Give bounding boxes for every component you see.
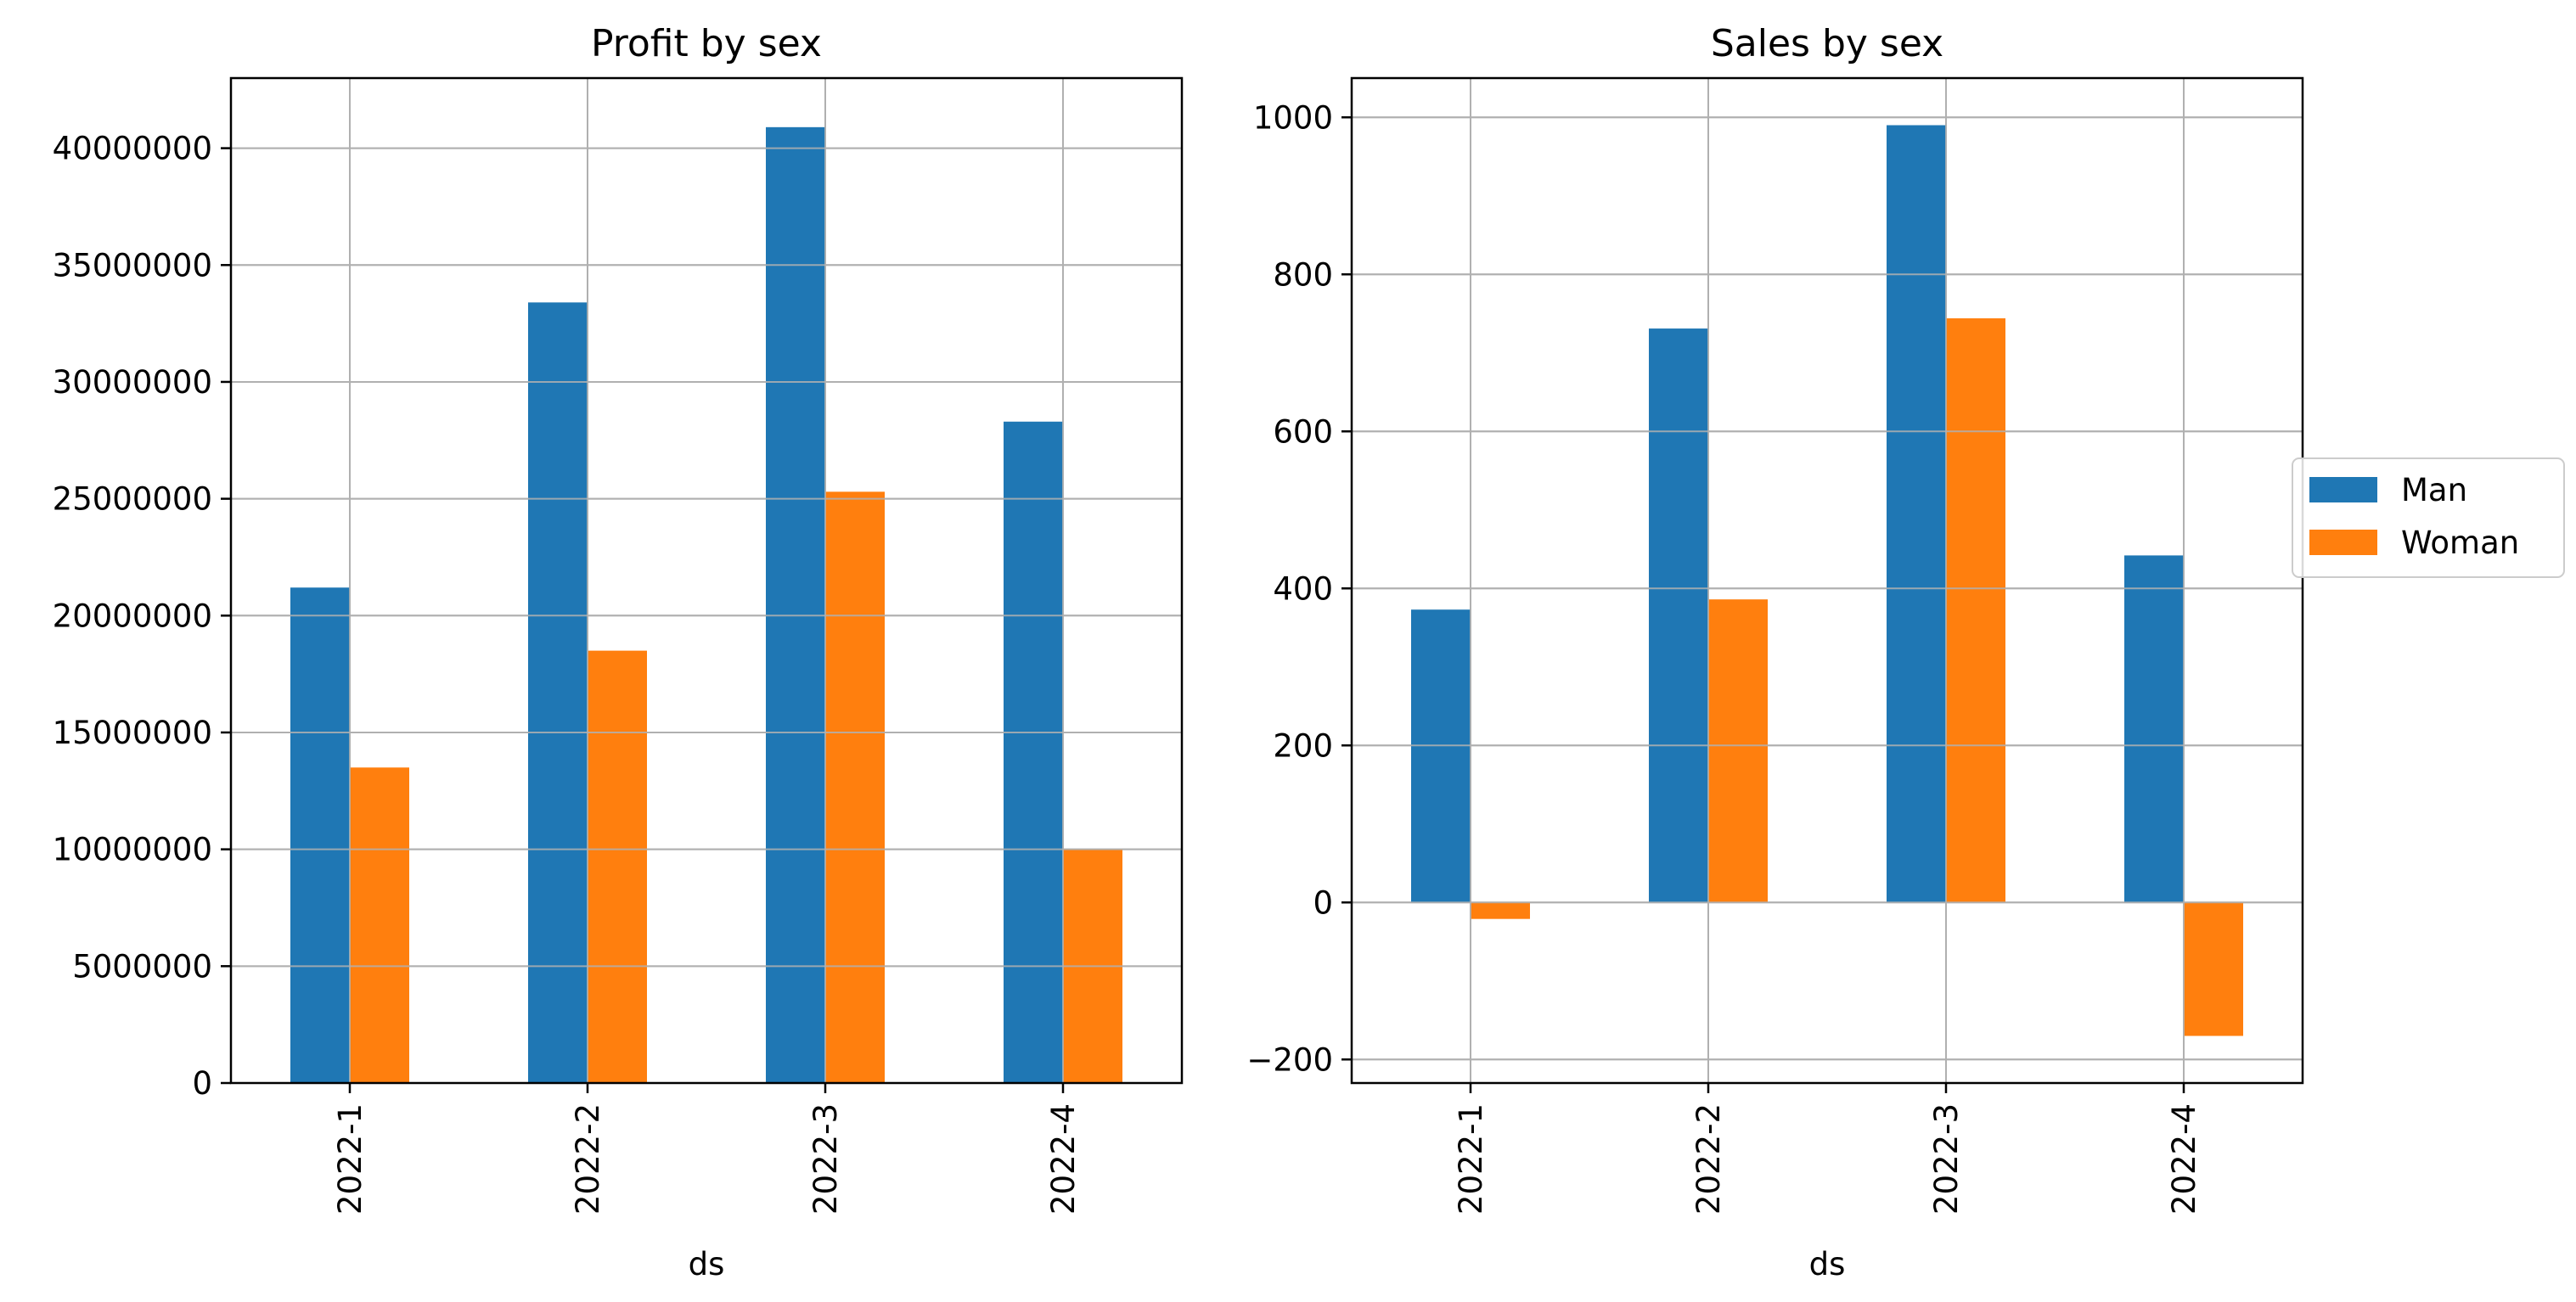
- legend-label-man: Man: [2401, 472, 2467, 508]
- bar-man-2022-4: [1004, 421, 1063, 1083]
- chart-title: Profit by sex: [591, 22, 822, 65]
- x-axis-label: ds: [689, 1246, 725, 1282]
- y-tick-label: 10000000: [53, 832, 212, 868]
- profit-chart: 0 5000000 10000000 15000000 20000000 25000000…: [53, 22, 1184, 1282]
- bar-woman-2022-2: [588, 650, 647, 1083]
- bar-man-2022-3: [766, 126, 825, 1084]
- y-tick-label: 15000000: [53, 715, 212, 751]
- sales-chart: −200 0 200 400 600 800 1000 2022-1 2022-2 2022-3 2…: [1246, 22, 2304, 1282]
- bar-man-2022-2: [1649, 328, 1708, 903]
- y-tick-label: 40000000: [53, 131, 212, 167]
- bar-woman-2022-3: [825, 491, 885, 1083]
- x-tick-label: 2022-4: [2166, 1103, 2202, 1215]
- y-tick-label: 5000000: [72, 948, 212, 985]
- legend-label-woman: Woman: [2401, 525, 2519, 561]
- y-tick-label: 0: [192, 1065, 212, 1102]
- legend: Man Woman: [2292, 457, 2565, 578]
- bar-man-2022-2: [528, 302, 588, 1084]
- y-tick-label: 400: [1273, 570, 1333, 607]
- bar-man-2022-3: [1887, 125, 1946, 903]
- bar-woman-2022-1: [1471, 902, 1530, 919]
- x-tick-label: 2022-3: [1928, 1103, 1965, 1215]
- y-tick-label: 35000000: [53, 247, 212, 283]
- x-tick-label: 2022-4: [1045, 1103, 1082, 1215]
- bar-woman-2022-4: [2184, 902, 2243, 1036]
- y-tick-label: 0: [1313, 884, 1333, 921]
- bar-man-2022-4: [2124, 555, 2184, 903]
- bar-man-2022-1: [1411, 609, 1471, 903]
- y-tick-label: 800: [1273, 256, 1333, 293]
- y-tick-label: −200: [1246, 1041, 1333, 1078]
- legend-swatch-man: [2309, 477, 2377, 502]
- bar-man-2022-1: [290, 587, 350, 1083]
- bar-woman-2022-3: [1946, 318, 2005, 903]
- chart-title: Sales by sex: [1711, 22, 1943, 65]
- x-axis-label: ds: [1809, 1246, 1846, 1282]
- y-tick-label: 25000000: [53, 481, 212, 518]
- legend-swatch-woman: [2309, 530, 2377, 555]
- axes-frame: [229, 76, 1184, 1085]
- x-tick-label: 2022-1: [332, 1103, 368, 1215]
- y-tick-label: 200: [1273, 727, 1333, 764]
- x-tick-label: 2022-1: [1453, 1103, 1489, 1215]
- y-tick-label: 30000000: [53, 364, 212, 401]
- y-tick-label: 600: [1273, 413, 1333, 450]
- bar-woman-2022-2: [1708, 599, 1768, 903]
- y-tick-label: 1000: [1253, 99, 1333, 136]
- x-tick-label: 2022-2: [1690, 1103, 1727, 1215]
- x-tick-label: 2022-3: [807, 1103, 844, 1215]
- y-tick-label: 20000000: [53, 598, 212, 634]
- axes-frame: [1350, 76, 2304, 1085]
- bar-woman-2022-1: [350, 767, 409, 1083]
- x-tick-label: 2022-2: [570, 1103, 606, 1215]
